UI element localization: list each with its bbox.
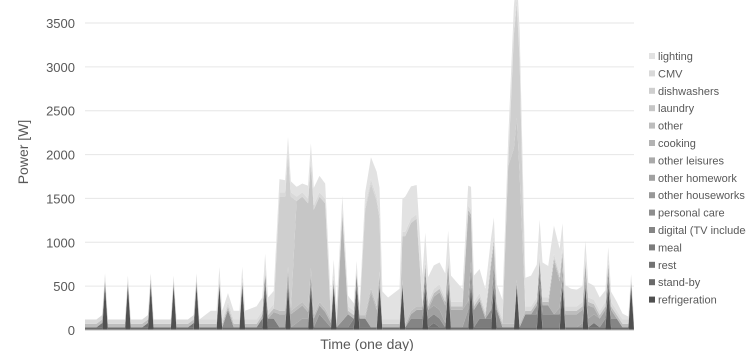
area-other-leisures [85,261,634,328]
y-tick-label: 0 [68,323,75,338]
legend-swatch [649,279,655,286]
legend-label: personal care [658,208,725,220]
legend-swatch [649,122,655,129]
y-tick-label: 3500 [46,16,75,31]
legend-label: other leisures [658,155,725,167]
legend-label: refrigeration [658,295,717,307]
legend-label: other houseworks [658,190,745,202]
legend-label: meal [658,242,682,254]
legend-swatch [649,244,655,251]
legend-label: digital (TV included) [658,225,746,237]
legend-swatch [649,192,655,199]
legend-label: laundry [658,103,695,115]
y-tick-label: 2500 [46,104,75,119]
legend-swatch [649,227,655,233]
legend-swatch [649,70,655,77]
legend-swatch [649,209,655,216]
y-tick-label: 1000 [46,235,75,250]
y-axis-title: Power [W] [15,120,31,185]
legend-swatch [649,140,655,146]
y-tick-label: 1500 [46,191,75,206]
legend-label: lighting [658,51,693,63]
legend-swatch [649,87,655,94]
legend-label: rest [658,260,676,272]
y-tick-label: 2000 [46,148,75,163]
y-axis-ticks: 0 500 1000 1500 2000 2500 3000 3500 [46,16,75,338]
legend-swatch [649,157,655,164]
legend-swatch [649,296,655,303]
legend-label: other homework [658,173,737,185]
series-areas [85,0,634,330]
legend-swatch [649,105,655,112]
area-cmv [85,0,634,324]
legend-label: other [658,121,683,133]
legend-swatch [649,53,655,59]
y-tick-label: 3000 [46,60,75,75]
legend-swatch [649,174,655,181]
gridlines [85,22,634,331]
legend-label: stand-by [658,277,701,289]
legend-label: cooking [658,138,696,150]
legend: lighting CMV dishwashers laundry other cookin… [649,51,746,307]
y-tick-label: 500 [53,279,75,294]
legend-label: CMV [658,68,683,80]
legend-label: dishwashers [658,86,720,98]
x-axis-title: Time (one day) [320,336,414,351]
legend-swatch [649,261,655,268]
area-personal-care [85,265,634,328]
